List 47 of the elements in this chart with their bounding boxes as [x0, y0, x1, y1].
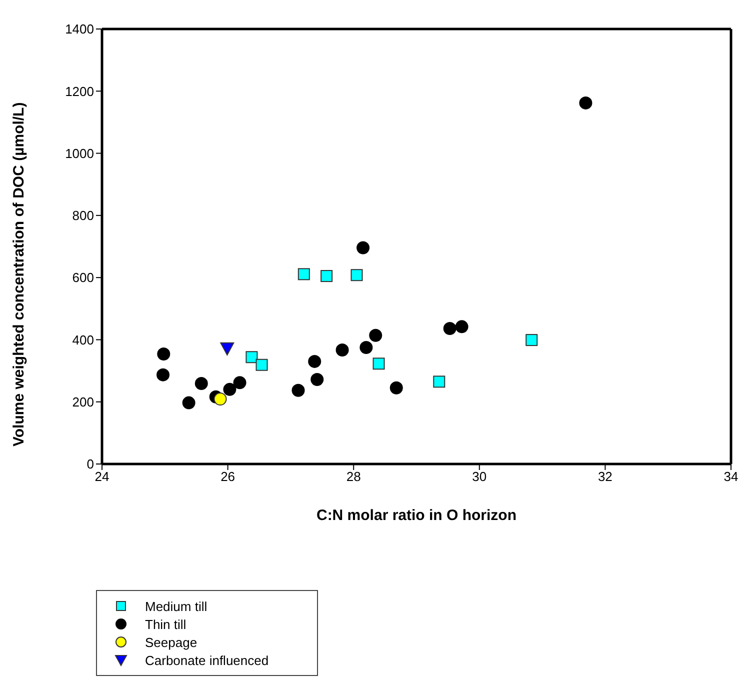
point: [223, 382, 236, 396]
point: [579, 96, 592, 110]
point: [214, 392, 227, 406]
point: [455, 320, 468, 334]
point: [310, 372, 324, 386]
point: [308, 354, 322, 368]
y-tick-label: 0: [86, 456, 94, 472]
point: [182, 396, 196, 410]
point: [256, 358, 268, 371]
x-tick-label: 34: [724, 469, 738, 484]
legend-label: Medium till: [145, 598, 208, 614]
point: [356, 241, 370, 254]
point: [298, 268, 310, 280]
point: [292, 384, 305, 397]
y-tick-label: 800: [72, 208, 94, 224]
point: [390, 381, 403, 394]
point: [220, 342, 234, 356]
x-tick-label: 28: [346, 469, 361, 484]
x-tick-label: 30: [472, 469, 487, 484]
y-tick-label: 1200: [65, 84, 94, 99]
x-axis-title: C:N molar ratio in O horizon: [316, 507, 517, 524]
point: [233, 376, 246, 390]
legend-label: Thin till: [145, 616, 186, 632]
point: [194, 377, 208, 390]
y-tick-label: 400: [72, 332, 94, 348]
point: [433, 376, 446, 388]
y-tick-label: 1000: [65, 146, 94, 161]
point: [157, 348, 170, 361]
y-tick-label: 600: [72, 270, 94, 286]
y-axis-title: Volume weighted concentration of DOC (µmol/L): [10, 102, 28, 446]
point: [320, 270, 333, 282]
point: [369, 328, 382, 342]
point: [372, 358, 385, 370]
point: [350, 269, 363, 282]
x-tick-label: 26: [220, 469, 236, 484]
point: [443, 322, 456, 336]
legend-label: Seepage: [145, 634, 198, 650]
point: [360, 340, 373, 354]
point: [526, 334, 538, 346]
y-tick-label: 200: [72, 394, 94, 410]
point: [336, 343, 349, 356]
x-tick-label: 24: [94, 469, 110, 484]
legend-label: Carbonate influenced: [145, 652, 269, 668]
point: [246, 351, 258, 364]
y-tick-label: 1400: [65, 22, 94, 37]
point: [156, 368, 170, 382]
x-tick-label: 32: [598, 469, 612, 484]
